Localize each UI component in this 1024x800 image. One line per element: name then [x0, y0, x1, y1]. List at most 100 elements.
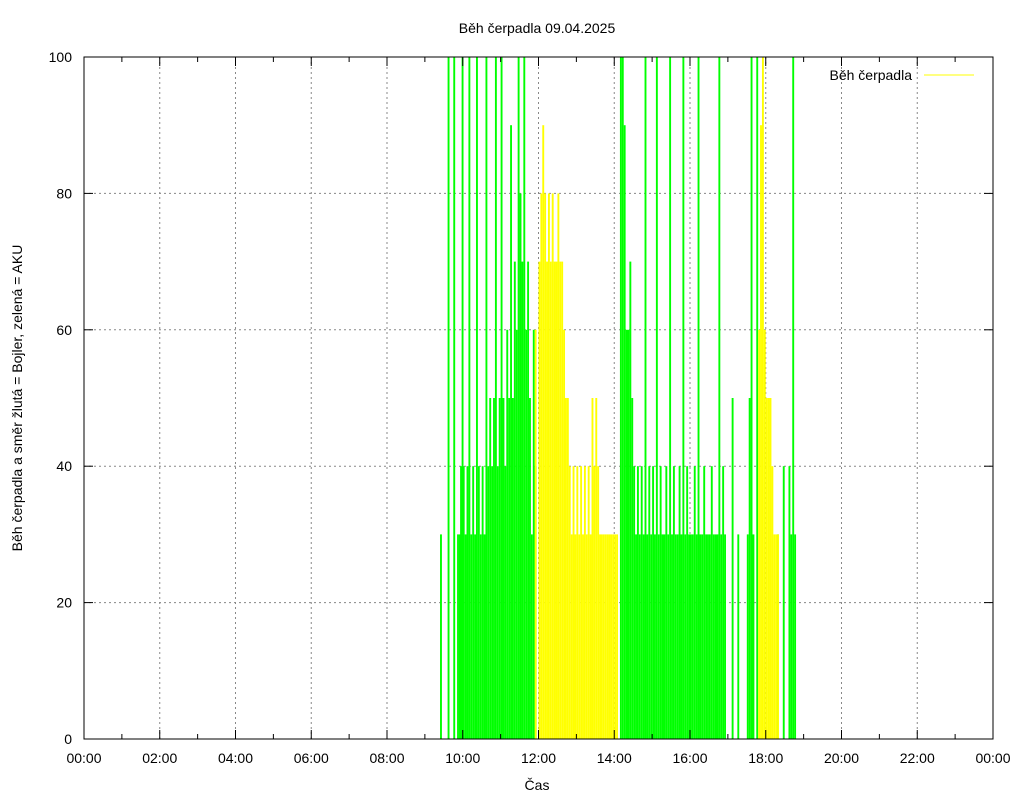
- x-tick-label: 02:00: [142, 750, 177, 766]
- bar-bojler: [593, 466, 596, 739]
- bar-aku: [691, 534, 694, 739]
- bar-aku: [707, 534, 709, 739]
- y-tick-label: 20: [56, 595, 72, 611]
- bar-bojler: [614, 534, 617, 739]
- bar-aku: [470, 534, 473, 739]
- bar-bojler: [549, 261, 552, 739]
- bar-aku: [705, 534, 708, 739]
- bar-aku: [690, 534, 692, 739]
- bar-aku: [523, 57, 526, 739]
- bar-aku: [716, 534, 719, 739]
- bar-bojler: [600, 534, 603, 739]
- y-axis-ticks: 0 20 40 60 80 100: [49, 49, 993, 747]
- bar-bojler: [599, 534, 601, 739]
- x-axis-ticks: 00:00 02:00 04:00 06:00 08:00 10:00 12:00 14:00…: [66, 57, 1011, 766]
- x-axis-label: Čas: [525, 777, 550, 793]
- bar-aku: [510, 125, 512, 739]
- bar-aku: [655, 57, 658, 739]
- bar-aku: [633, 466, 636, 739]
- bar-aku: [494, 57, 497, 739]
- bar-aku: [498, 398, 501, 739]
- bar-bojler: [578, 534, 581, 739]
- bar-aku: [511, 398, 514, 739]
- bar-aku: [629, 261, 632, 739]
- bar-bojler: [565, 398, 567, 739]
- bar-aku: [485, 57, 488, 739]
- bar-aku: [638, 534, 641, 739]
- bar-aku: [481, 466, 484, 739]
- bar-bojler: [775, 534, 778, 739]
- bar-bojler: [561, 261, 564, 739]
- bar-aku: [460, 466, 462, 739]
- bar-aku: [697, 57, 700, 739]
- bar-aku: [525, 329, 528, 739]
- bar-aku: [644, 57, 647, 739]
- bar-aku: [504, 466, 507, 739]
- bar-bojler: [610, 534, 613, 739]
- bar-aku: [527, 261, 530, 739]
- bar-aku: [648, 466, 651, 739]
- bar-aku: [678, 466, 681, 739]
- bar-aku: [746, 534, 749, 739]
- bar-bojler: [606, 534, 609, 739]
- bar-bojler: [557, 193, 560, 739]
- bar-bojler: [597, 466, 600, 739]
- bar-aku: [493, 398, 495, 739]
- bar-bojler: [612, 534, 615, 739]
- bar-bojler: [587, 466, 590, 739]
- bar-aku: [712, 534, 715, 739]
- bar-aku: [699, 534, 702, 739]
- bar-bojler: [602, 534, 605, 739]
- y-axis-label: Běh čerpadla a směr žlutá = Bojler, zele…: [9, 245, 25, 552]
- bar-bojler: [760, 125, 762, 739]
- bar-aku: [636, 466, 639, 739]
- bar-bojler: [540, 193, 543, 739]
- bar-aku: [650, 534, 653, 739]
- bar-bojler: [582, 534, 584, 739]
- bar-aku: [790, 534, 793, 739]
- y-tick-label: 60: [56, 322, 72, 338]
- y-tick-label: 80: [56, 185, 72, 201]
- bar-bojler: [553, 261, 556, 739]
- bar-aku: [714, 534, 717, 739]
- bar-bojler: [576, 466, 579, 739]
- bar-bojler: [534, 329, 537, 739]
- bar-aku: [496, 466, 499, 739]
- bar-aku: [646, 534, 649, 739]
- bar-aku: [462, 466, 465, 739]
- bar-aku: [461, 57, 464, 739]
- bar-bojler: [761, 57, 764, 739]
- bar-aku: [519, 193, 522, 739]
- bar-aku: [515, 329, 518, 739]
- bar-aku: [737, 534, 740, 739]
- bar-aku: [674, 534, 677, 739]
- bar-bojler: [608, 534, 611, 739]
- bar-aku: [657, 534, 660, 739]
- x-tick-label: 00:00: [975, 750, 1010, 766]
- bar-aku: [752, 534, 755, 739]
- bar-aku: [627, 329, 630, 739]
- bar-aku: [447, 57, 450, 739]
- y-tick-label: 0: [64, 731, 72, 747]
- bar-aku: [756, 57, 759, 739]
- bar-bojler: [604, 534, 607, 739]
- bar-aku: [489, 398, 492, 739]
- bar-aku: [652, 466, 655, 739]
- bar-aku: [701, 534, 704, 739]
- bar-bojler: [555, 261, 558, 739]
- x-tick-label: 16:00: [672, 750, 707, 766]
- chart-title: Běh čerpadla 09.04.2025: [459, 20, 616, 36]
- bar-aku: [477, 466, 480, 739]
- x-tick-label: 08:00: [369, 750, 404, 766]
- bar-aku: [483, 534, 486, 739]
- bar-aku: [468, 57, 471, 739]
- bar-aku: [750, 57, 753, 739]
- bar-bojler: [767, 398, 770, 739]
- x-tick-label: 18:00: [748, 750, 783, 766]
- bar-aku: [718, 57, 721, 739]
- x-tick-label: 12:00: [521, 750, 556, 766]
- bar-aku: [731, 398, 734, 739]
- bar-aku: [659, 466, 662, 739]
- bar-aku: [720, 534, 723, 739]
- bar-bojler: [547, 193, 550, 739]
